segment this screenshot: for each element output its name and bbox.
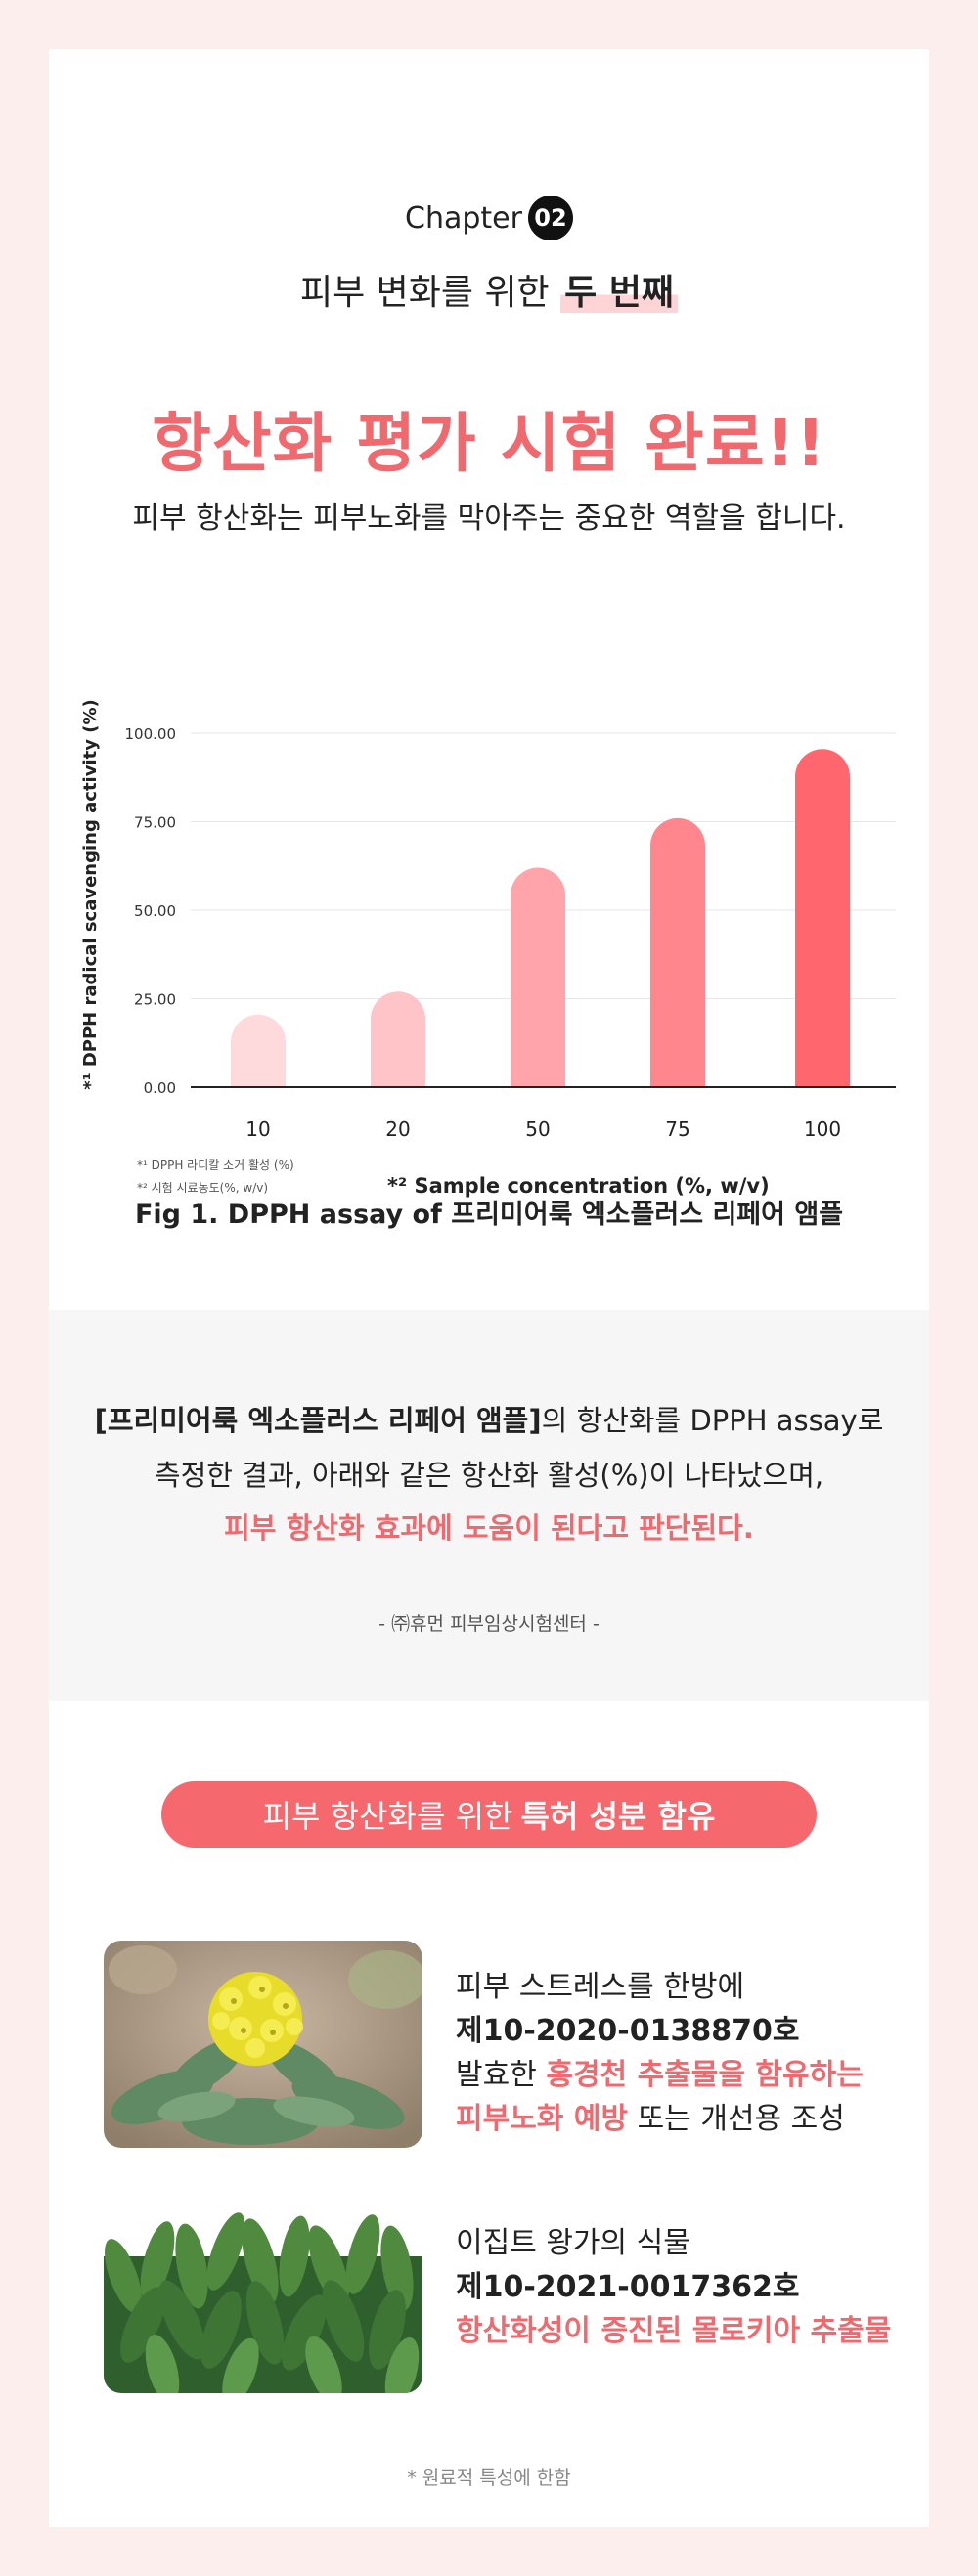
chart-bar-20 — [371, 991, 425, 1087]
chart-y-tick-label: 75.00 — [134, 814, 176, 832]
chart-y-tick-label: 100.00 — [125, 725, 177, 743]
chapter-label: Chapter — [405, 200, 522, 236]
chart-y-axis-label: *¹ DPPH radical scavenging activity (%) — [80, 699, 101, 1089]
result-product-name: [프리미어룩 엑소플러스 리페어 앰플] — [94, 1404, 542, 1437]
chart-bar-10 — [231, 1014, 286, 1087]
dpph-bar-chart: 0.00 25.00 50.00 75.00 100.00 10 20 50 75 100 *¹… — [80, 699, 896, 1198]
result-source: - ㈜휴먼 피부임상시험센터 - — [378, 1613, 600, 1635]
chart-x-axis-label: *² Sample concentration (%, w/v) — [387, 1174, 770, 1198]
chart-x-ticks: 10 20 50 75 100 — [245, 1117, 841, 1141]
page-description: 피부 항산화는 피부노화를 막아주는 중요한 역할을 합니다. — [132, 502, 846, 536]
patent-1-line-4a: 피부노화 예방 — [456, 2102, 629, 2136]
result-line-1-rest: 의 항산화를 DPPH assay로 — [541, 1404, 884, 1437]
chart-x-tick-label: 75 — [665, 1117, 689, 1141]
chart-note-2: *² 시험 시료농도(%, w/v) — [137, 1181, 268, 1195]
patent-2-number: 제10-2021-0017362호 — [456, 2270, 800, 2304]
chart-note-1: *¹ DPPH 라디칼 소거 활성 (%) — [137, 1158, 294, 1172]
result-line-3: 피부 항산화 효과에 도움이 된다고 판단된다. — [224, 1511, 754, 1545]
patent-1-line-3: 발효한 홍경천 추출물을 함유하는 — [456, 2053, 864, 2097]
chapter-number-badge: 02 — [527, 196, 573, 240]
patent-1-line-4: 피부노화 예방 또는 개선용 조성 — [456, 2097, 864, 2141]
content-card: Chapter 02 피부 변화를 위한 두 번째 항산화 평가 시험 완료!!… — [49, 49, 929, 2527]
chart-y-ticks: 0.00 25.00 50.00 75.00 100.00 — [125, 725, 177, 1097]
patent-1-line-3a: 발효한 — [456, 2058, 547, 2092]
chart-x-tick-label: 100 — [804, 1117, 841, 1141]
patent-1-line-4b: 또는 개선용 조성 — [628, 2102, 845, 2136]
chart-y-tick-label: 50.00 — [134, 902, 176, 920]
footnote: * 원료적 특성에 한함 — [407, 2467, 571, 2489]
patent-1-line-1: 피부 스트레스를 한방에 — [456, 1970, 745, 2004]
chart-x-tick-label: 50 — [525, 1117, 550, 1141]
patent-2-line-3: 항산화성이 증진된 몰로키아 추출물 — [456, 2314, 892, 2348]
chart-bar-75 — [650, 817, 705, 1087]
chart-bar-100 — [795, 749, 850, 1087]
chart-bar-50 — [511, 867, 565, 1087]
patent-1-number: 제10-2020-0138870호 — [456, 2014, 800, 2048]
figure-caption: Fig 1. DPPH assay of 프리미어룩 엑소플러스 리페어 앰플 — [134, 1200, 844, 1230]
patent-2-line-1: 이집트 왕가의 식물 — [456, 2226, 690, 2260]
result-line-2: 측정한 결과, 아래와 같은 항산화 활성(%)이 나타났으며, — [154, 1459, 824, 1492]
chart-x-tick-label: 10 — [245, 1117, 270, 1141]
chart-x-tick-label: 20 — [385, 1117, 410, 1141]
patent-banner-text: 피부 항산화를 위한 — [262, 1798, 513, 1835]
result-line-1: [프리미어룩 엑소플러스 리페어 앰플]의 항산화를 DPPH assay로 — [49, 1398, 929, 1439]
molokhia-image — [104, 2198, 422, 2393]
patent-1-text: 피부 스트레스를 한방에 제10-2020-0138870호 발효한 홍경천 추… — [456, 1965, 864, 2141]
patent-banner-bold: 특허 성분 함유 — [520, 1798, 716, 1835]
subtitle-text: 피부 변화를 위한 — [299, 273, 561, 313]
patent-banner: 피부 항산화를 위한 특허 성분 함유 — [161, 1781, 817, 1848]
chapter-heading: Chapter 02 — [49, 196, 929, 240]
result-summary-panel: [프리미어룩 엑소플러스 리페어 앰플]의 항산화를 DPPH assay로 측… — [49, 1310, 929, 1701]
chart-bars — [231, 749, 850, 1087]
chart-y-tick-label: 0.00 — [144, 1079, 176, 1097]
chart-y-tick-label: 25.00 — [134, 991, 176, 1009]
subtitle-highlight: 두 번째 — [560, 273, 679, 313]
patent-2-text: 이집트 왕가의 식물 제10-2021-0017362호 항산화성이 증진된 몰… — [456, 2221, 891, 2353]
patent-1-line-3b: 홍경천 추출물을 함유하는 — [546, 2058, 864, 2092]
section-subtitle: 피부 변화를 위한 두 번째 — [49, 264, 929, 315]
page-title: 항산화 평가 시험 완료!! — [152, 406, 826, 481]
rhodiola-image — [104, 1941, 422, 2148]
